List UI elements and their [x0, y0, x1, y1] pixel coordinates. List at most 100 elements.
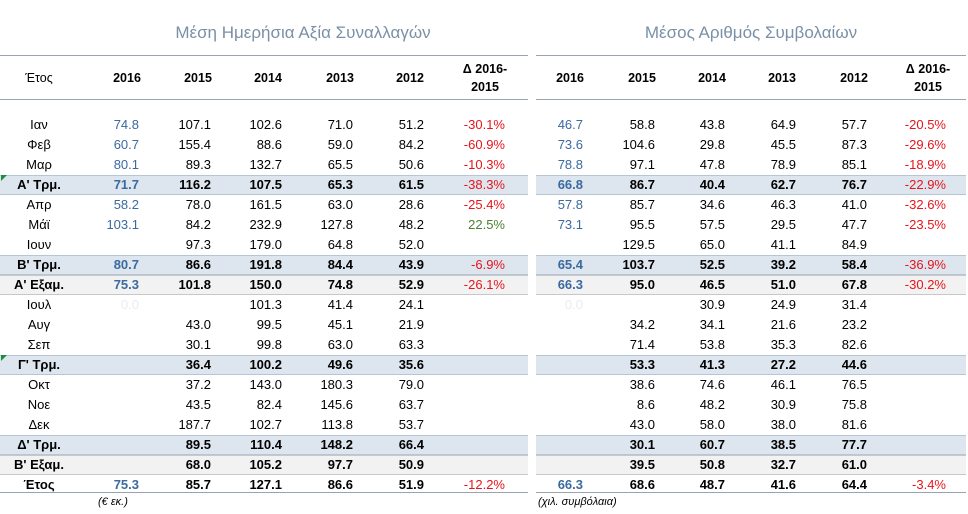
table-row: Β' Εξαμ. 68.0 105.2 97.7 50.9 39.5 50.8 32.7 61.…: [0, 455, 968, 475]
left-cell-delta: -6.9%: [471, 257, 505, 272]
right-cell-2016: [513, 415, 583, 435]
left-cell-2014: 99.5: [256, 317, 282, 332]
left-cell-2015: 101.8: [178, 277, 211, 292]
right-cell-2016: [513, 435, 583, 455]
table-row: Αυγ 43.0 99.5 45.1 21.9 34.2 34.1 21.6 23.2: [0, 315, 968, 335]
left-cell-delta: -10.3%: [463, 157, 505, 172]
right-cell-2014: 29.8: [699, 137, 725, 152]
left-cell-2012: 79.0: [398, 377, 424, 392]
right-cell-delta: [876, 455, 946, 475]
row-band-left: [0, 175, 528, 195]
right-cell-2015: 86.7: [629, 177, 655, 192]
left-cell-delta: [435, 235, 505, 255]
right-cell-delta: -29.6%: [904, 137, 946, 152]
left-cell-2016: 71.7: [113, 177, 139, 192]
left-cell-2015: 97.3: [185, 237, 211, 252]
right-cell-2013: 39.2: [770, 257, 796, 272]
header-year-2012: 2012: [840, 70, 868, 85]
right-cell-2012: 76.7: [841, 177, 867, 192]
right-cell-2013: 32.7: [770, 457, 796, 472]
row-label: Ιουν: [26, 237, 52, 252]
row-band-right: [536, 255, 966, 275]
left-cell-2012: 52.0: [398, 237, 424, 252]
right-cell-2013: 41.6: [770, 477, 796, 492]
right-cell-2012: 31.4: [841, 297, 867, 312]
right-cell-delta: [876, 235, 946, 255]
right-cell-2016: 78.8: [557, 157, 583, 172]
left-cell-delta: -12.2%: [463, 477, 505, 492]
left-cell-2014: 191.8: [249, 257, 282, 272]
row-band-left: [0, 275, 528, 295]
row-label: Δ' Τρμ.: [17, 437, 61, 452]
left-cell-2012: 50.6: [398, 157, 424, 172]
right-cell-2014: 48.2: [699, 397, 725, 412]
left-cell-2016: 75.3: [113, 477, 139, 492]
left-cell-2013: 59.0: [327, 137, 353, 152]
right-cell-delta: -36.9%: [904, 257, 946, 272]
table-row: Απρ 58.2 78.0 161.5 63.0 28.6 -25.4% 57.8 85.7 34…: [0, 195, 968, 215]
left-cell-2016: [69, 455, 139, 475]
right-cell-2012: 82.6: [841, 337, 867, 352]
row-label: Μάϊ: [28, 217, 50, 232]
left-cell-2015: 155.4: [178, 137, 211, 152]
left-cell-delta: -25.4%: [463, 197, 505, 212]
left-cell-2013: 63.0: [327, 337, 353, 352]
right-cell-2015: 104.6: [622, 137, 655, 152]
left-cell-2013: 148.2: [320, 437, 353, 452]
header-delta-line1: Δ 2016-: [462, 61, 508, 76]
left-cell-2014: 232.9: [249, 217, 282, 232]
table-row: Ιουν 97.3 179.0 64.8 52.0 129.5 65.0 41.1 84.9: [0, 235, 968, 255]
right-cell-delta: [876, 315, 946, 335]
left-cell-2015: 107.1: [178, 117, 211, 132]
left-cell-2015: 89.3: [185, 157, 211, 172]
header-year-2014: 2014: [698, 70, 726, 85]
right-cell-2012: 61.0: [841, 457, 867, 472]
header-year-2013: 2013: [768, 70, 796, 85]
table-row: Ιαν 74.8 107.1 102.6 71.0 51.2 -30.1% 46.7 58.8 4…: [0, 115, 968, 135]
table-row: Νοε 43.5 82.4 145.6 63.7 8.6 48.2 30.9 75.8: [0, 395, 968, 415]
right-cell-2013: 62.7: [770, 177, 796, 192]
right-cell-2013: 27.2: [770, 357, 796, 372]
left-cell-2015: 43.0: [185, 317, 211, 332]
left-cell-2012: 53.7: [398, 417, 424, 432]
right-cell-2014: 53.8: [699, 337, 725, 352]
right-cell-2013: 35.3: [770, 337, 796, 352]
left-cell-2016: [69, 335, 139, 355]
left-cell-2013: 65.3: [327, 177, 353, 192]
right-cell-2013: 29.5: [770, 217, 796, 232]
left-cell-2013: 74.8: [327, 277, 353, 292]
left-cell-delta: [435, 375, 505, 395]
right-cell-2016: [513, 375, 583, 395]
right-cell-2012: 44.6: [841, 357, 867, 372]
row-band-left: [0, 435, 528, 455]
row-band-right: [536, 275, 966, 295]
row-band-left: [0, 355, 528, 375]
header-delta: Δ 2016- 2015: [892, 56, 964, 99]
comment-marker-icon: [1, 355, 7, 361]
row-band-right: [536, 355, 966, 375]
left-cell-2013: 145.6: [320, 397, 353, 412]
right-cell-delta: [876, 355, 946, 375]
right-cell-delta: [876, 435, 946, 455]
right-cell-2013: 46.1: [770, 377, 796, 392]
table-row: Μαρ 80.1 89.3 132.7 65.5 50.6 -10.3% 78.8 97.1 47…: [0, 155, 968, 175]
right-cell-2013: 24.9: [770, 297, 796, 312]
right-cell-2012: 87.3: [841, 137, 867, 152]
row-label: Β' Εξαμ.: [14, 457, 64, 472]
row-label: Απρ: [26, 197, 52, 212]
left-cell-2013: 113.8: [321, 417, 353, 432]
left-cell-2012: 51.2: [398, 117, 424, 132]
row-label: Δεκ: [28, 417, 50, 432]
row-label: Αυγ: [27, 317, 51, 332]
row-band-left: [0, 255, 528, 275]
left-cell-delta: [435, 415, 505, 435]
left-cell-delta: [435, 395, 505, 415]
left-cell-2014: 100.2: [249, 357, 282, 372]
left-cell-2013: 84.4: [327, 257, 353, 272]
left-cell-2014: 101.3: [249, 297, 282, 312]
right-cell-2012: 81.6: [841, 417, 867, 432]
left-cell-2013: 64.8: [327, 237, 353, 252]
right-cell-2016: 57.8: [557, 197, 583, 212]
row-label: Έτος: [23, 477, 55, 492]
right-cell-2012: 23.2: [841, 317, 867, 332]
